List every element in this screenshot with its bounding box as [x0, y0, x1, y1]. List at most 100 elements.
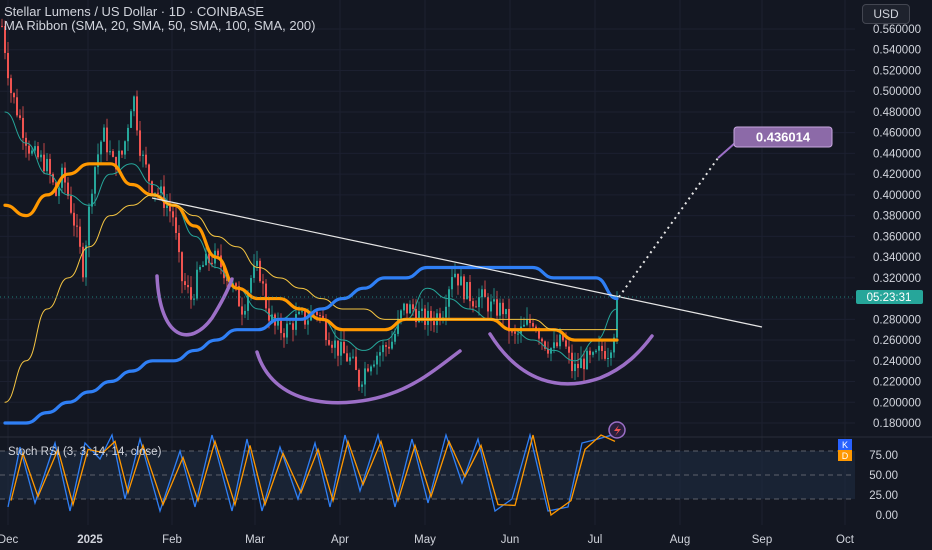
- candle-body: [580, 358, 582, 369]
- candle-body: [271, 314, 273, 321]
- candle-body: [70, 195, 72, 213]
- stoch-title: Stoch RSI (3, 3, 14, 14, close): [8, 446, 162, 458]
- candle-body: [109, 151, 111, 153]
- candle-body: [334, 340, 336, 348]
- candle-body: [394, 333, 396, 342]
- price-tick-label: 0.540000: [873, 45, 921, 57]
- candle-body: [544, 341, 546, 349]
- candle-body: [391, 341, 393, 349]
- candle-body: [463, 276, 465, 300]
- price-tick-label: 0.560000: [873, 24, 921, 36]
- candle-body: [433, 321, 435, 326]
- candle-body: [565, 340, 567, 347]
- candle-body: [460, 276, 462, 286]
- candle-body: [58, 187, 60, 196]
- candle-body: [415, 309, 417, 323]
- candle-body: [556, 342, 558, 347]
- candle-body: [616, 298, 618, 338]
- candle-body: [196, 269, 198, 299]
- descending-trendline: [151, 197, 763, 328]
- candle-body: [286, 323, 288, 338]
- candle-body: [490, 301, 492, 312]
- candle-body: [31, 150, 33, 154]
- candle-body: [541, 338, 543, 342]
- candle-body: [301, 311, 303, 313]
- candle-body: [382, 345, 384, 353]
- candle-body: [280, 320, 282, 334]
- candle-body: [82, 246, 84, 278]
- price-axis[interactable]: 0.560000 0.540000 0.520000 0.500000 0.480000…: [0, 24, 923, 430]
- candle-body: [199, 266, 201, 270]
- candle-body: [373, 364, 375, 367]
- candle-body: [361, 384, 363, 387]
- candle-body: [352, 356, 354, 358]
- candle-body: [592, 352, 594, 355]
- candle-body: [388, 346, 390, 349]
- candle-body: [448, 289, 450, 307]
- candle-body: [127, 127, 129, 142]
- candle-body: [265, 283, 267, 309]
- candle-body: [1, 25, 3, 27]
- price-tick-label: 0.200000: [873, 397, 921, 409]
- candle-body: [10, 78, 12, 94]
- candle-body: [94, 167, 96, 194]
- candle-body: [538, 330, 540, 339]
- candle-body: [457, 273, 459, 286]
- candle-body: [22, 117, 24, 138]
- candle-body: [484, 289, 486, 298]
- price-tick-label: 0.240000: [873, 356, 921, 368]
- candle-body: [217, 250, 219, 256]
- price-tick-label: 0.400000: [873, 190, 921, 202]
- candle-body: [76, 225, 78, 227]
- candle-body: [562, 334, 564, 341]
- candle-body: [295, 314, 297, 330]
- target-label: 0.436014: [756, 130, 811, 145]
- candle-body: [37, 146, 39, 158]
- cup-left: [155, 274, 234, 337]
- candle-body: [73, 212, 75, 226]
- candle-body: [589, 350, 591, 355]
- stoch-d-badge: [838, 450, 852, 461]
- stoch-d-badge-label: D: [842, 451, 849, 461]
- candle-body: [466, 282, 468, 300]
- time-tick-label: Sep: [752, 534, 772, 546]
- candle-body: [244, 310, 246, 315]
- candle-body: [49, 158, 51, 175]
- price-tick-label: 0.280000: [873, 314, 921, 326]
- candle-body: [166, 205, 168, 208]
- candle-body: [331, 344, 333, 348]
- candle-body: [193, 298, 195, 300]
- time-tick-label: Apr: [331, 534, 349, 546]
- candle-body: [34, 146, 36, 151]
- time-tick-label: Dec: [0, 534, 18, 546]
- candle-body: [208, 253, 210, 263]
- target-connector: [717, 142, 736, 159]
- candle-body: [298, 311, 300, 315]
- candle-body: [328, 340, 330, 345]
- candle-body: [319, 314, 321, 316]
- candle-body: [367, 368, 369, 372]
- price-tick-label: 0.360000: [873, 231, 921, 243]
- candle-body: [100, 141, 102, 155]
- candle-body: [424, 308, 426, 325]
- candle-body: [445, 306, 447, 318]
- price-tick-label: 0.420000: [873, 169, 921, 181]
- candle-body: [400, 310, 402, 319]
- candle-body: [499, 302, 501, 316]
- candle-body: [481, 289, 483, 298]
- candle-body: [478, 297, 480, 308]
- candle-body: [337, 340, 339, 356]
- time-tick-label: Jul: [588, 534, 603, 546]
- candle-body: [43, 154, 45, 172]
- time-axis[interactable]: Dec 2025 Feb Mar Apr May Jun Jul Aug Sep Oct: [0, 534, 855, 546]
- candle-body: [364, 368, 366, 385]
- candle-body: [595, 350, 597, 353]
- candle-body: [355, 356, 357, 370]
- stoch-k-badge-label: K: [842, 440, 848, 450]
- price-tick-label: 0.320000: [873, 273, 921, 285]
- candle-body: [25, 137, 27, 146]
- candle-body: [598, 345, 600, 351]
- currency-button[interactable]: USD: [862, 4, 910, 24]
- candle-body: [517, 333, 519, 335]
